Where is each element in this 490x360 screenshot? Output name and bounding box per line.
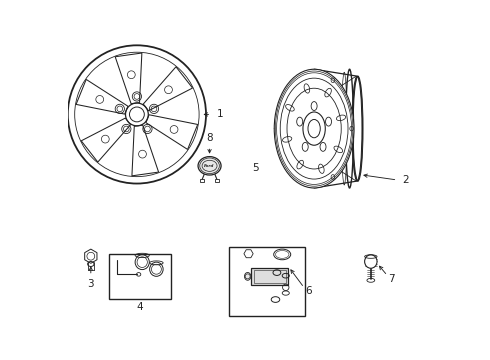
Text: 8: 8 — [206, 133, 213, 143]
Text: 4: 4 — [136, 302, 143, 312]
Bar — [229, 247, 305, 316]
Ellipse shape — [274, 69, 354, 188]
Polygon shape — [244, 250, 253, 258]
Polygon shape — [81, 118, 130, 162]
Text: 3: 3 — [88, 279, 94, 289]
Bar — [215, 179, 220, 182]
Bar — [109, 255, 171, 299]
Ellipse shape — [198, 157, 221, 175]
Bar — [254, 270, 286, 283]
Text: 2: 2 — [403, 175, 409, 185]
Ellipse shape — [245, 273, 251, 280]
Text: 6: 6 — [305, 285, 312, 296]
Text: 7: 7 — [389, 274, 395, 284]
Text: 5: 5 — [252, 163, 259, 173]
Polygon shape — [76, 80, 128, 114]
Polygon shape — [85, 249, 97, 263]
Polygon shape — [143, 67, 193, 111]
Text: Ford: Ford — [204, 164, 215, 168]
Circle shape — [68, 45, 206, 184]
Polygon shape — [132, 125, 159, 176]
Bar — [199, 179, 204, 182]
Polygon shape — [115, 53, 142, 104]
Bar — [251, 268, 289, 285]
Text: 1: 1 — [217, 109, 223, 120]
Ellipse shape — [365, 255, 377, 268]
Polygon shape — [146, 115, 197, 149]
